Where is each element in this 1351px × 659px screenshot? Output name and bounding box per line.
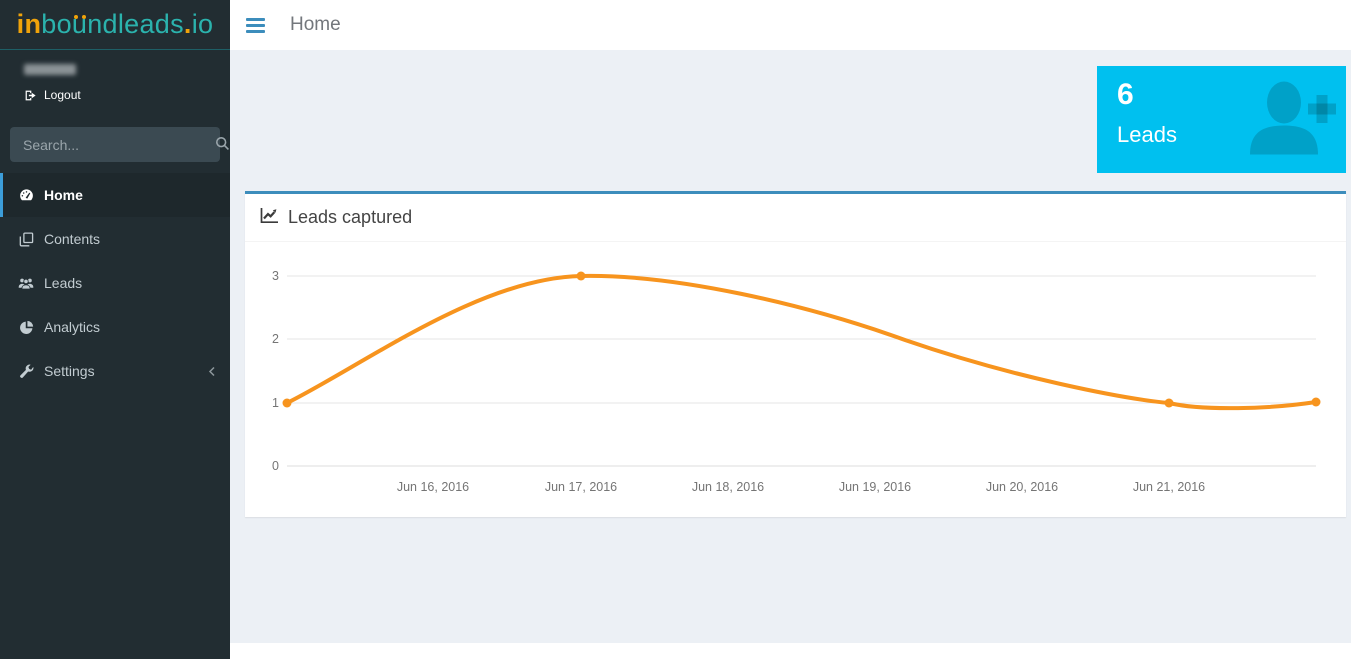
brand-segment-umlaut-u: u — [71, 9, 88, 39]
hamburger-icon — [246, 29, 265, 33]
sidebar-search — [10, 127, 229, 162]
brand-segment: bo — [41, 9, 72, 39]
data-point-marker[interactable] — [282, 398, 292, 408]
sidebar-item-settings[interactable]: Settings — [0, 349, 230, 393]
brand-segment: ndleads — [87, 9, 184, 39]
sidebar: in bo u ndleads. io Logout — [0, 0, 230, 659]
leads-count: 6 — [1117, 78, 1134, 111]
brand-segment: io — [191, 9, 214, 39]
sidebar-item-label: Home — [44, 187, 83, 203]
x-tick-label: Jun 16, 2016 — [397, 480, 469, 494]
sidebar-toggle-button[interactable] — [230, 0, 276, 50]
card-body: 3 2 1 0 Jun 16, 2016 Jun 17, 2016 Jun 18… — [245, 242, 1346, 516]
sidebar-menu: Home Contents — [0, 173, 230, 393]
footer — [230, 643, 1351, 659]
y-tick-label: 3 — [272, 269, 279, 283]
x-tick-label: Jun 21, 2016 — [1133, 480, 1205, 494]
leads-info-box[interactable]: 6 Leads — [1097, 66, 1346, 173]
sidebar-item-label: Settings — [44, 363, 95, 379]
sidebar-item-home[interactable]: Home — [0, 173, 230, 217]
sidebar-item-leads[interactable]: Leads — [0, 261, 230, 305]
sign-out-icon — [24, 89, 37, 102]
sidebar-item-label: Analytics — [44, 319, 101, 335]
copy-icon — [18, 231, 34, 247]
leads-captured-card: Leads captured 3 2 1 0 — [245, 191, 1346, 517]
sidebar-item-contents[interactable]: Contents — [0, 217, 230, 261]
content-area: 6 Leads — [230, 50, 1351, 643]
chevron-left-icon — [208, 366, 216, 377]
y-tick-label: 2 — [272, 332, 279, 346]
search-input[interactable] — [10, 136, 204, 153]
wrench-icon — [18, 364, 34, 379]
user-panel: Logout — [0, 50, 230, 102]
y-tick-label: 1 — [272, 396, 279, 410]
user-plus-icon — [1246, 78, 1338, 161]
x-tick-label: Jun 18, 2016 — [692, 480, 764, 494]
pie-chart-icon — [18, 320, 34, 335]
data-point-marker[interactable] — [576, 271, 586, 281]
card-title: Leads captured — [288, 207, 413, 227]
card-header: Leads captured — [245, 194, 1346, 242]
x-tick-label: Jun 17, 2016 — [545, 480, 617, 494]
top-navbar: Home — [230, 0, 1351, 50]
logout-label: Logout — [44, 88, 81, 102]
data-point-marker[interactable] — [1311, 397, 1321, 407]
hamburger-icon — [246, 17, 265, 21]
x-tick-label: Jun 19, 2016 — [839, 480, 911, 494]
logout-link[interactable]: Logout — [24, 88, 230, 102]
leads-line-chart: 3 2 1 0 Jun 16, 2016 Jun 17, 2016 Jun 18… — [272, 269, 1321, 494]
dashboard-icon — [18, 188, 34, 202]
brand-segment: in — [16, 9, 42, 39]
user-name — [24, 64, 76, 75]
x-tick-label: Jun 20, 2016 — [986, 480, 1058, 494]
leads-count-label: Leads — [1117, 121, 1177, 147]
search-icon — [215, 136, 230, 154]
y-tick-label: 0 — [272, 459, 279, 473]
brand-segment: . — [183, 9, 192, 39]
hamburger-icon — [246, 23, 265, 27]
search-button[interactable] — [204, 136, 241, 154]
page-title: Home — [290, 14, 341, 35]
users-icon — [18, 276, 34, 290]
sidebar-item-label: Leads — [44, 275, 83, 291]
data-point-marker[interactable] — [1164, 398, 1174, 408]
brand-logo[interactable]: in bo u ndleads. io — [0, 0, 230, 50]
leads-series-line — [285, 273, 1318, 411]
sidebar-item-analytics[interactable]: Analytics — [0, 305, 230, 349]
main-area: Home 6 Leads — [230, 0, 1351, 659]
line-chart-icon — [260, 207, 279, 229]
sidebar-item-label: Contents — [44, 231, 101, 247]
